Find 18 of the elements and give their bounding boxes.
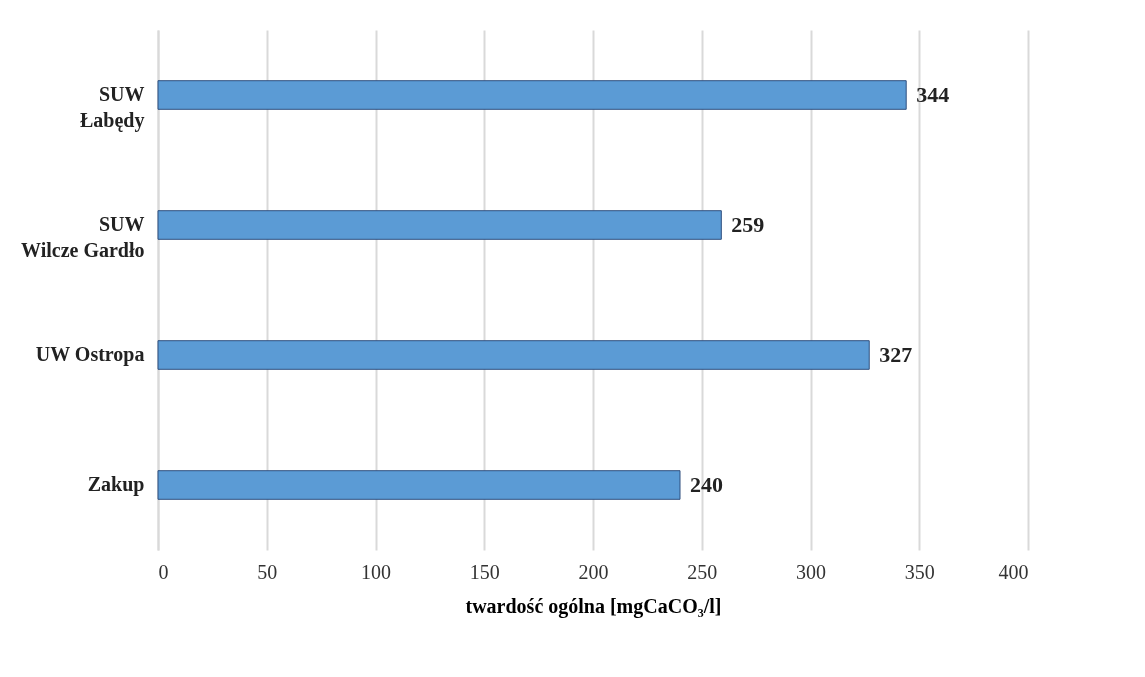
x-tick-label: 350: [904, 560, 935, 583]
x-tick-label: 400: [998, 560, 1029, 583]
y-tick-label: SUW Wilcze Gardło: [21, 213, 145, 261]
x-tick-label: 150: [469, 560, 500, 583]
data-label: 240: [690, 472, 723, 497]
data-label: 327: [879, 342, 913, 367]
x-tick-label: 50: [257, 560, 278, 583]
y-tick-label: SUW Łabędy: [80, 83, 145, 132]
data-label: 259: [731, 212, 765, 237]
data-label: 344: [916, 82, 950, 107]
x-tick-label: 100: [361, 560, 391, 583]
x-tick-label: 200: [578, 560, 609, 583]
y-tick-label: Zakup: [87, 473, 145, 496]
y-tick-label: UW Ostropa: [35, 343, 145, 366]
x-axis-title: twardość ogólna [mgCaCO₃/l]: [465, 594, 722, 618]
x-tick-label: 250: [687, 560, 718, 583]
x-tick-label: 300: [796, 560, 826, 583]
x-tick-label: 0: [158, 560, 169, 583]
